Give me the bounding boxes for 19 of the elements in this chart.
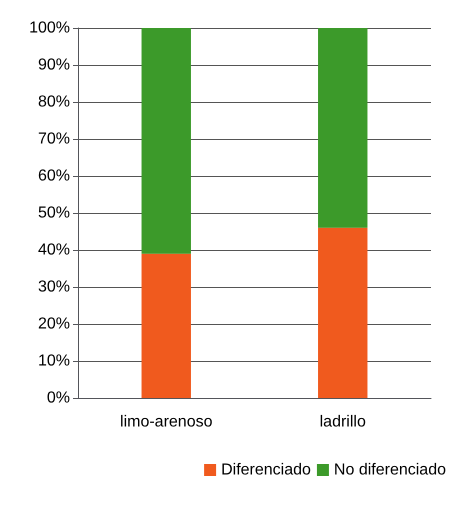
y-tick-label: 20% (38, 316, 70, 332)
bar (142, 28, 191, 254)
y-tick-label: 100% (29, 20, 70, 36)
y-tick-label: 0% (46, 390, 70, 406)
x-tick-label: limo-arenoso (120, 414, 213, 430)
y-tick-label: 80% (38, 94, 70, 110)
x-tick-label: ladrillo (320, 414, 366, 430)
legend-label: No diferenciado (334, 462, 446, 478)
y-tick-label: 30% (38, 278, 70, 296)
bar (142, 254, 191, 398)
y-tick-label: 50% (38, 204, 70, 222)
bar (318, 228, 368, 398)
y-tick-label: 10% (38, 352, 70, 370)
bar (318, 28, 368, 228)
y-tick-label: 70% (38, 130, 70, 148)
y-tick-label: 90% (38, 56, 70, 74)
legend-label: Diferenciado (221, 462, 312, 478)
y-tick-label: 60% (38, 168, 70, 184)
y-tick-label: 40% (38, 242, 70, 258)
